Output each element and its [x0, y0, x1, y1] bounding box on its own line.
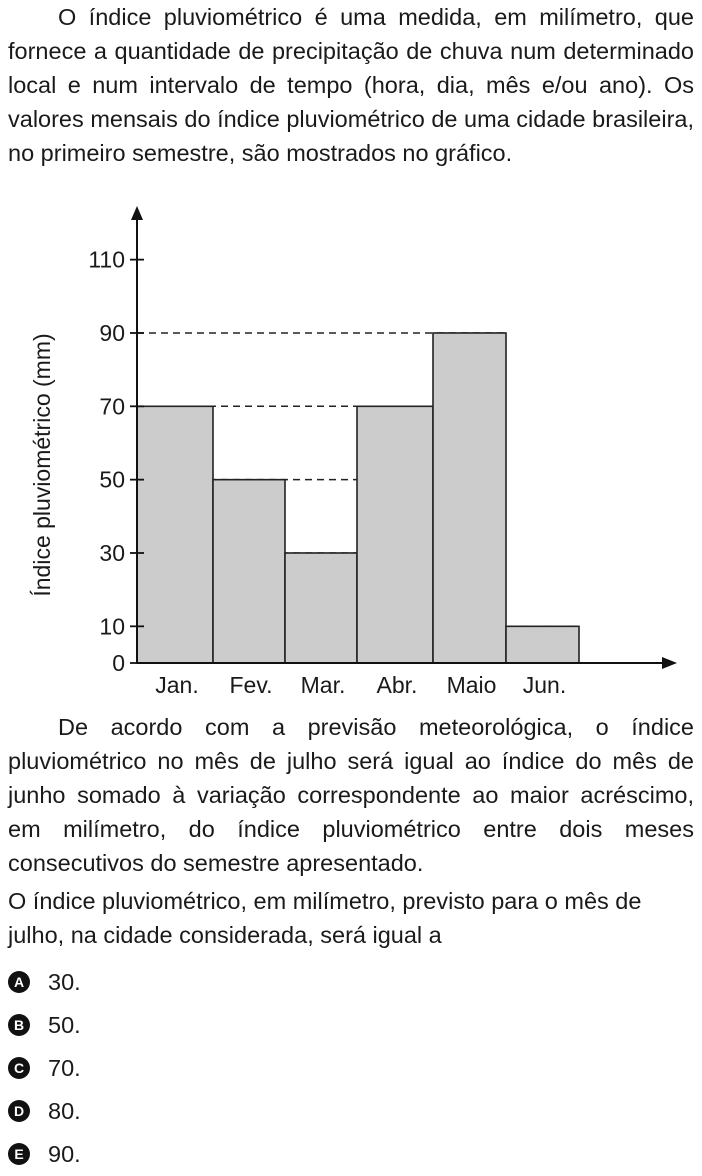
axes [131, 206, 677, 669]
x-axis-arrow-icon [662, 657, 677, 669]
option-a-letter-icon: A [8, 971, 30, 993]
y-tick-label-0: 0 [112, 650, 125, 676]
bar-jan [136, 405, 214, 664]
y-axis-label: Índice pluviométrico (mm) [29, 333, 55, 596]
x-ticks: Jan. Fev. Mar. Abr. Maio Jun. [155, 672, 566, 698]
y-tick-label-10: 10 [99, 613, 125, 639]
y-tick-label-90: 90 [99, 320, 125, 346]
bar-mar [284, 552, 358, 664]
option-e-text: 90. [48, 1140, 81, 1167]
option-e-letter-icon: E [8, 1143, 30, 1165]
question-intro: O índice pluviométrico é uma medida, em … [8, 4, 694, 166]
x-tick-label-jun: Jun. [523, 672, 566, 698]
x-tick-label-abr: Abr. [377, 672, 418, 698]
option-d-text: 80. [48, 1097, 81, 1124]
x-tick-label-mar: Mar. [301, 672, 346, 698]
y-tick-label-70: 70 [99, 393, 125, 419]
option-c-text: 70. [48, 1054, 81, 1081]
option-b-text: 50. [48, 1011, 81, 1038]
option-b[interactable]: B 50. [8, 1011, 208, 1039]
option-c-letter-icon: C [8, 1057, 30, 1079]
y-tick-label-50: 50 [99, 467, 125, 493]
option-e[interactable]: E 90. [8, 1140, 208, 1168]
y-axis-arrow-icon [131, 206, 143, 220]
bar-jun [505, 625, 580, 664]
option-a[interactable]: A 30. [8, 968, 208, 996]
option-d-letter-icon: D [8, 1100, 30, 1122]
x-tick-label-maio: Maio [447, 672, 497, 698]
x-tick-label-fev: Fev. [229, 672, 272, 698]
bars [136, 332, 580, 664]
question-context: De acordo com a previsão meteorológica, … [8, 714, 694, 876]
bar-abr [356, 405, 434, 664]
option-d[interactable]: D 80. [8, 1097, 208, 1125]
y-tick-label-30: 30 [99, 540, 125, 566]
bar-fev [212, 478, 286, 664]
option-c[interactable]: C 70. [8, 1054, 208, 1082]
x-tick-label-jan: Jan. [155, 672, 198, 698]
option-a-text: 30. [48, 968, 81, 995]
option-b-letter-icon: B [8, 1014, 30, 1036]
bar-maio [432, 332, 507, 664]
y-ticks: 0 10 30 50 70 90 110 [88, 247, 144, 676]
y-tick-label-110: 110 [88, 247, 125, 273]
question-prompt: O índice pluviométrico, em milímetro, pr… [8, 888, 642, 948]
